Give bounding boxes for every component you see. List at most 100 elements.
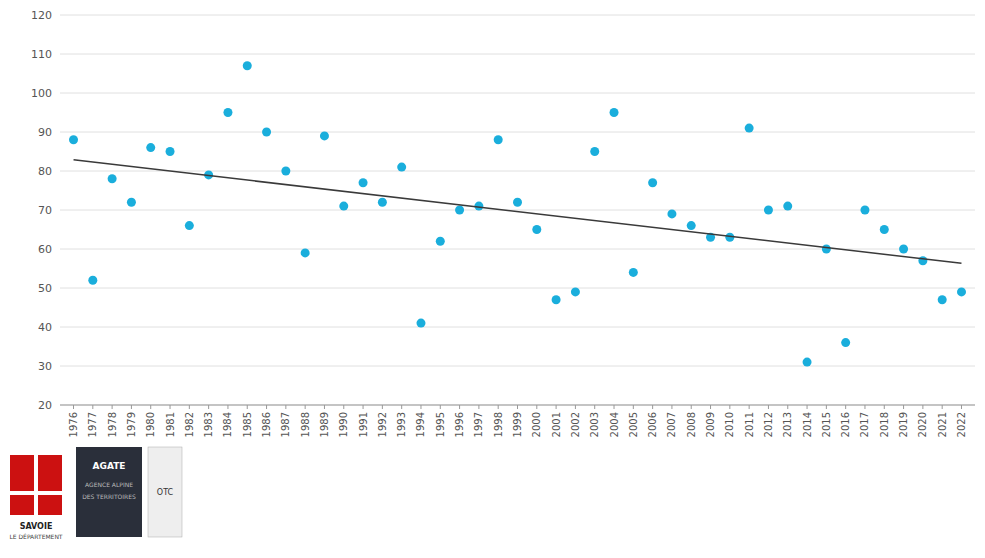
x-tick (343, 405, 344, 409)
x-tick (150, 405, 151, 409)
grid-line (60, 171, 975, 172)
x-tick (594, 405, 595, 409)
x-tick-label: 2013 (782, 412, 793, 437)
x-tick-label: 1984 (222, 412, 233, 437)
logo-text: SAVOIE (20, 522, 53, 531)
point (223, 108, 232, 117)
point (127, 198, 136, 207)
grid-line (60, 132, 975, 133)
x-tick-label: 2009 (705, 412, 716, 437)
trend-line (74, 160, 962, 263)
logos: SAVOIELE DÉPARTEMENTAGATEAGENCE ALPINEDE… (9, 447, 182, 540)
x-tick-label: 2011 (744, 412, 755, 437)
x-tick (420, 405, 421, 409)
grid-line (60, 15, 975, 16)
plot-area (69, 61, 966, 366)
point (281, 167, 290, 176)
x-tick-label: 1982 (184, 412, 195, 437)
grid-line (60, 366, 975, 367)
x-tick (768, 405, 769, 409)
y-tick-label: 70 (38, 204, 52, 217)
logo-text: OTC (157, 488, 174, 497)
point (243, 61, 252, 70)
x-tick-label: 1988 (300, 412, 311, 437)
x-tick (285, 405, 286, 409)
logo-shape (10, 495, 34, 515)
point (822, 245, 831, 254)
x-tick (305, 405, 306, 409)
point (301, 248, 310, 257)
x-tick-label: 1979 (126, 412, 137, 437)
x-tick (826, 405, 827, 409)
x-tick (575, 405, 576, 409)
x-tick (382, 405, 383, 409)
x-tick-label: 2001 (551, 412, 562, 437)
y-tick-label: 40 (38, 321, 52, 334)
x-tick (671, 405, 672, 409)
x-tick-label: 2000 (531, 412, 542, 437)
point (745, 124, 754, 133)
x-tick (363, 405, 364, 409)
point (262, 128, 271, 137)
point (552, 295, 561, 304)
x-tick-label: 1981 (165, 412, 176, 437)
x-tick (247, 405, 248, 409)
x-tick (749, 405, 750, 409)
x-tick (112, 405, 113, 409)
x-tick-label: 2014 (802, 412, 813, 437)
y-tick-label: 20 (38, 399, 52, 412)
x-tick (131, 405, 132, 409)
x-tick (170, 405, 171, 409)
x-tick (787, 405, 788, 409)
grid-line (60, 54, 975, 55)
x-tick-label: 2017 (859, 412, 870, 437)
x-tick (189, 405, 190, 409)
x-tick-label: 1976 (68, 412, 79, 437)
logo-shape (148, 447, 182, 537)
x-tick-label: 1977 (87, 412, 98, 437)
x-tick-label: 2012 (763, 412, 774, 437)
grid (60, 15, 975, 405)
y-tick-label: 30 (38, 360, 52, 373)
x-tick (633, 405, 634, 409)
x-tick-label: 1993 (396, 412, 407, 437)
point (146, 143, 155, 152)
y-tick-label: 100 (31, 87, 52, 100)
x-tick-label: 1986 (261, 412, 272, 437)
x-tick-label: 1995 (435, 412, 446, 437)
y-tick-label: 90 (38, 126, 52, 139)
x-tick-label: 1983 (203, 412, 214, 437)
point (899, 245, 908, 254)
x-tick (208, 405, 209, 409)
point (494, 135, 503, 144)
point (320, 131, 329, 140)
x-tick (691, 405, 692, 409)
point (513, 198, 522, 207)
point (629, 268, 638, 277)
point (590, 147, 599, 156)
point (918, 256, 927, 265)
logo-text: LE DÉPARTEMENT (9, 533, 62, 540)
x-tick-label: 2015 (821, 412, 832, 437)
x-tick (864, 405, 865, 409)
x-tick (478, 405, 479, 409)
x-tick (903, 405, 904, 409)
point (166, 147, 175, 156)
point (532, 225, 541, 234)
point (378, 198, 387, 207)
x-tick-label: 1989 (319, 412, 330, 437)
point (416, 319, 425, 328)
logo-shape (10, 455, 34, 491)
point (185, 221, 194, 230)
x-tick-label: 2021 (937, 412, 948, 437)
point (436, 237, 445, 246)
y-tick-label: 60 (38, 243, 52, 256)
x-tick-label: 2007 (666, 412, 677, 437)
x-tick-label: 2022 (956, 412, 967, 437)
x-tick-label: 2003 (589, 412, 600, 437)
point (571, 287, 580, 296)
x-tick-label: 1999 (512, 412, 523, 437)
x-tick (227, 405, 228, 409)
x-tick-label: 2004 (609, 412, 620, 437)
point (938, 295, 947, 304)
